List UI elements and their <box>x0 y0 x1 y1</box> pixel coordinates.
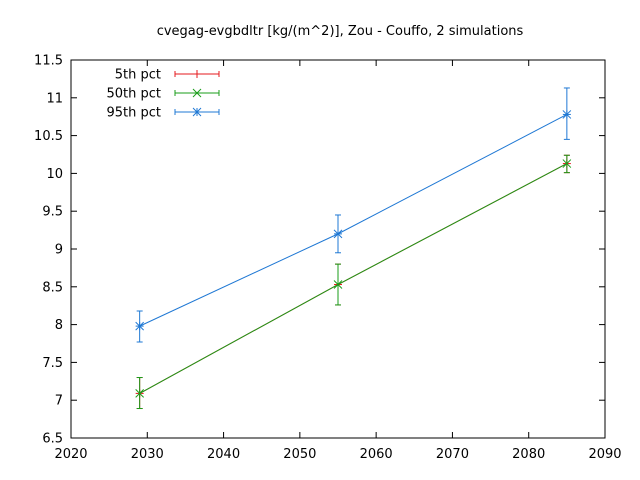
x-tick-label: 2030 <box>131 447 164 462</box>
x-tick-label: 2090 <box>588 447 621 462</box>
legend-label: 50th pct <box>106 87 161 102</box>
x-tick-label: 2070 <box>436 447 469 462</box>
data-point-d2 <box>562 110 572 119</box>
data-point-d2 <box>333 229 343 239</box>
y-tick-label: 7 <box>55 394 63 409</box>
series-line-0 <box>139 163 568 394</box>
series-line-2 <box>139 113 568 327</box>
x-tick-label: 2060 <box>360 447 393 462</box>
data-point-d2 <box>135 321 145 331</box>
series-line-1 <box>139 163 568 394</box>
y-tick-label: 9 <box>55 243 63 258</box>
y-tick-label: 11.5 <box>34 54 63 69</box>
legend-label: 5th pct <box>115 68 161 83</box>
y-tick-label: 8.5 <box>42 280 63 295</box>
x-tick-label: 2020 <box>54 447 87 462</box>
y-tick-label: 6.5 <box>42 432 63 447</box>
y-tick-label: 10 <box>46 167 63 182</box>
y-tick-label: 9.5 <box>42 205 63 220</box>
chart-title: cvegag-evgbdltr [kg/(m^2)], Zou - Couffo… <box>157 24 524 39</box>
x-tick-label: 2050 <box>283 447 316 462</box>
y-tick-label: 7.5 <box>42 356 63 371</box>
x-tick-label: 2080 <box>512 447 545 462</box>
data-point-d2 <box>562 159 572 168</box>
data-point-d2 <box>333 280 343 289</box>
y-tick-label: 8 <box>55 318 63 333</box>
legend-marker-d2 <box>192 88 202 98</box>
legend-marker-d2 <box>192 107 202 117</box>
legend-label: 95th pct <box>106 106 161 121</box>
x-tick-label: 2040 <box>207 447 240 462</box>
y-tick-label: 10.5 <box>34 129 63 144</box>
data-point-d2 <box>135 389 145 398</box>
plot-area: 2020 2030 2040 2050 2060 2070 2080 2090 6.5 7 7.5 8… <box>34 54 622 463</box>
y-tick-label: 11 <box>46 91 63 106</box>
